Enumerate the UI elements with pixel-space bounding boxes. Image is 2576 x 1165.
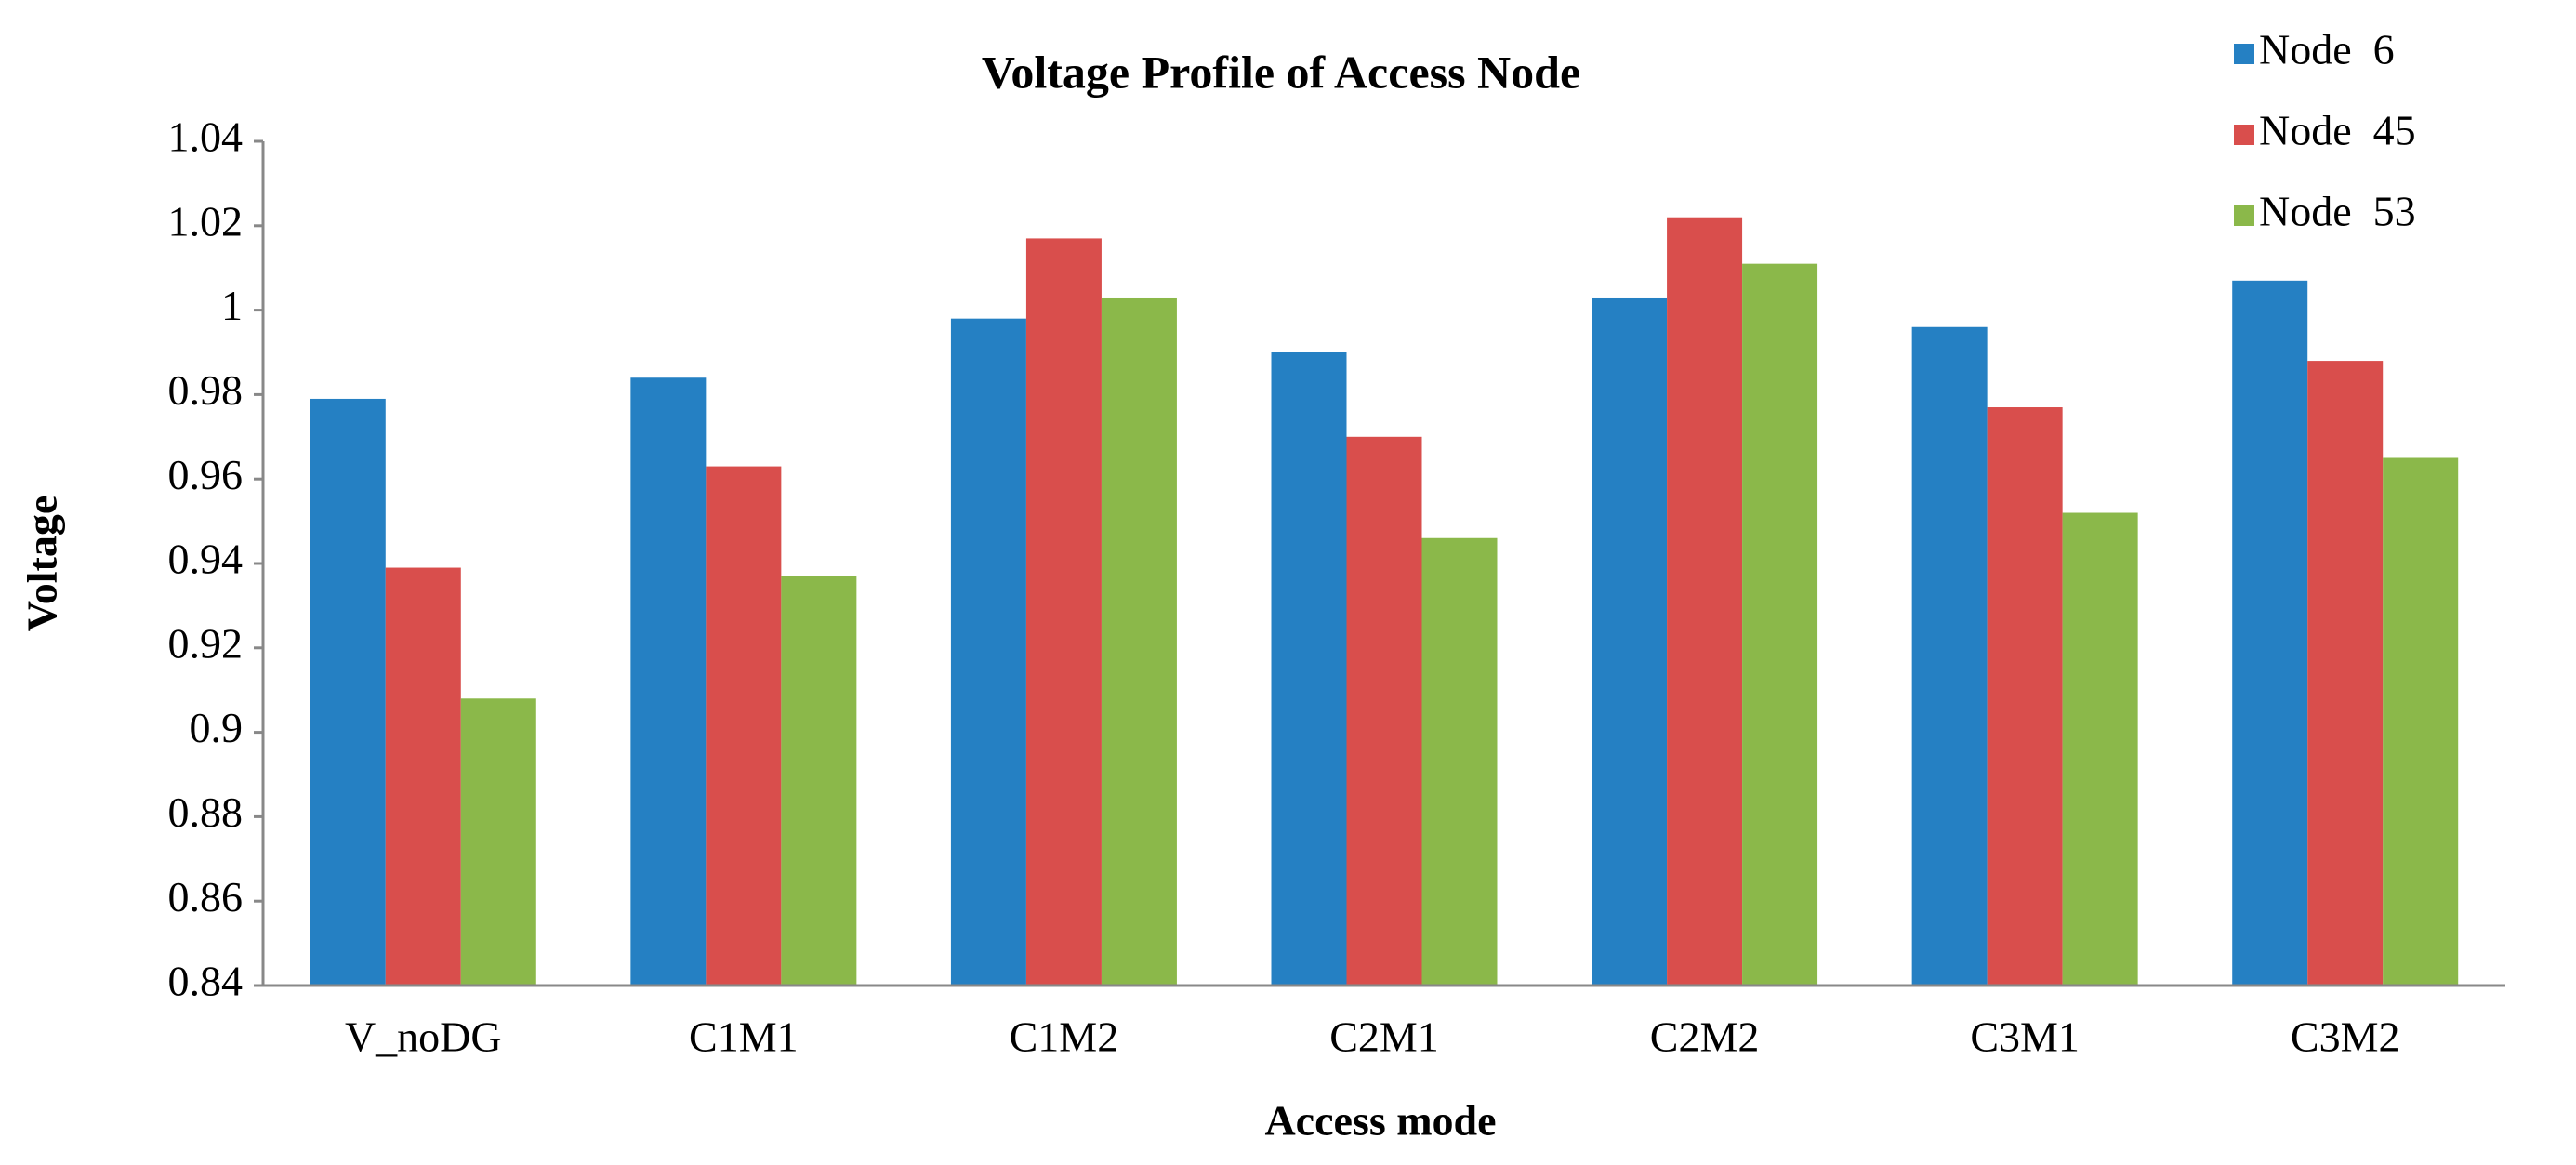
y-tick-label: 0.94 <box>168 536 244 583</box>
bar <box>2307 361 2384 986</box>
legend-swatch <box>2234 205 2254 226</box>
legend-label: Node 53 <box>2259 188 2416 235</box>
y-tick-label: 0.88 <box>168 788 244 836</box>
x-tick-label: C3M1 <box>1970 1013 2080 1061</box>
y-tick-label: 0.84 <box>168 958 244 1005</box>
x-tick-label: C1M1 <box>689 1013 799 1061</box>
x-axis-title: Access mode <box>1264 1097 1496 1145</box>
legend-label: Node 45 <box>2259 107 2416 154</box>
bar <box>781 576 857 986</box>
legend-label: Node 6 <box>2259 26 2395 73</box>
bar <box>1025 238 1102 986</box>
y-tick-label: 1.04 <box>168 113 244 161</box>
x-tick-label: C2M2 <box>1650 1013 1760 1061</box>
x-tick-label: C1M2 <box>1010 1013 1119 1061</box>
y-axis-title: Voltage <box>19 496 66 632</box>
bar <box>1421 537 1498 986</box>
y-tick-label: 1.02 <box>168 197 244 245</box>
x-tick-label: C2M1 <box>1329 1013 1439 1061</box>
y-tick-label: 0.92 <box>168 619 244 667</box>
y-tick-label: 0.86 <box>168 873 244 920</box>
bar <box>1911 326 1988 986</box>
chart-title: Voltage Profile of Access Node <box>982 46 1580 98</box>
legend-swatch <box>2234 44 2254 64</box>
bar <box>2062 512 2138 986</box>
bar <box>1667 217 1743 986</box>
bar <box>1592 297 1668 986</box>
x-tick-label: V_noDG <box>345 1013 502 1061</box>
bar <box>1346 436 1422 986</box>
y-tick-label: 0.98 <box>168 366 244 414</box>
x-tick-label: C3M2 <box>2291 1013 2400 1061</box>
bar <box>385 567 461 986</box>
bar <box>310 398 386 986</box>
bar <box>460 698 536 986</box>
bar <box>2232 280 2308 986</box>
bar <box>1742 263 1818 986</box>
bar <box>950 318 1026 986</box>
y-tick-label: 1 <box>221 282 243 329</box>
y-tick-label: 0.96 <box>168 451 244 498</box>
bar <box>630 377 707 986</box>
bar <box>2383 457 2459 986</box>
y-tick-label: 0.9 <box>190 704 244 751</box>
bar <box>1271 352 1347 986</box>
bar <box>1101 297 1177 986</box>
bar <box>1987 407 2063 986</box>
legend-swatch <box>2234 125 2254 145</box>
bar <box>706 466 782 986</box>
